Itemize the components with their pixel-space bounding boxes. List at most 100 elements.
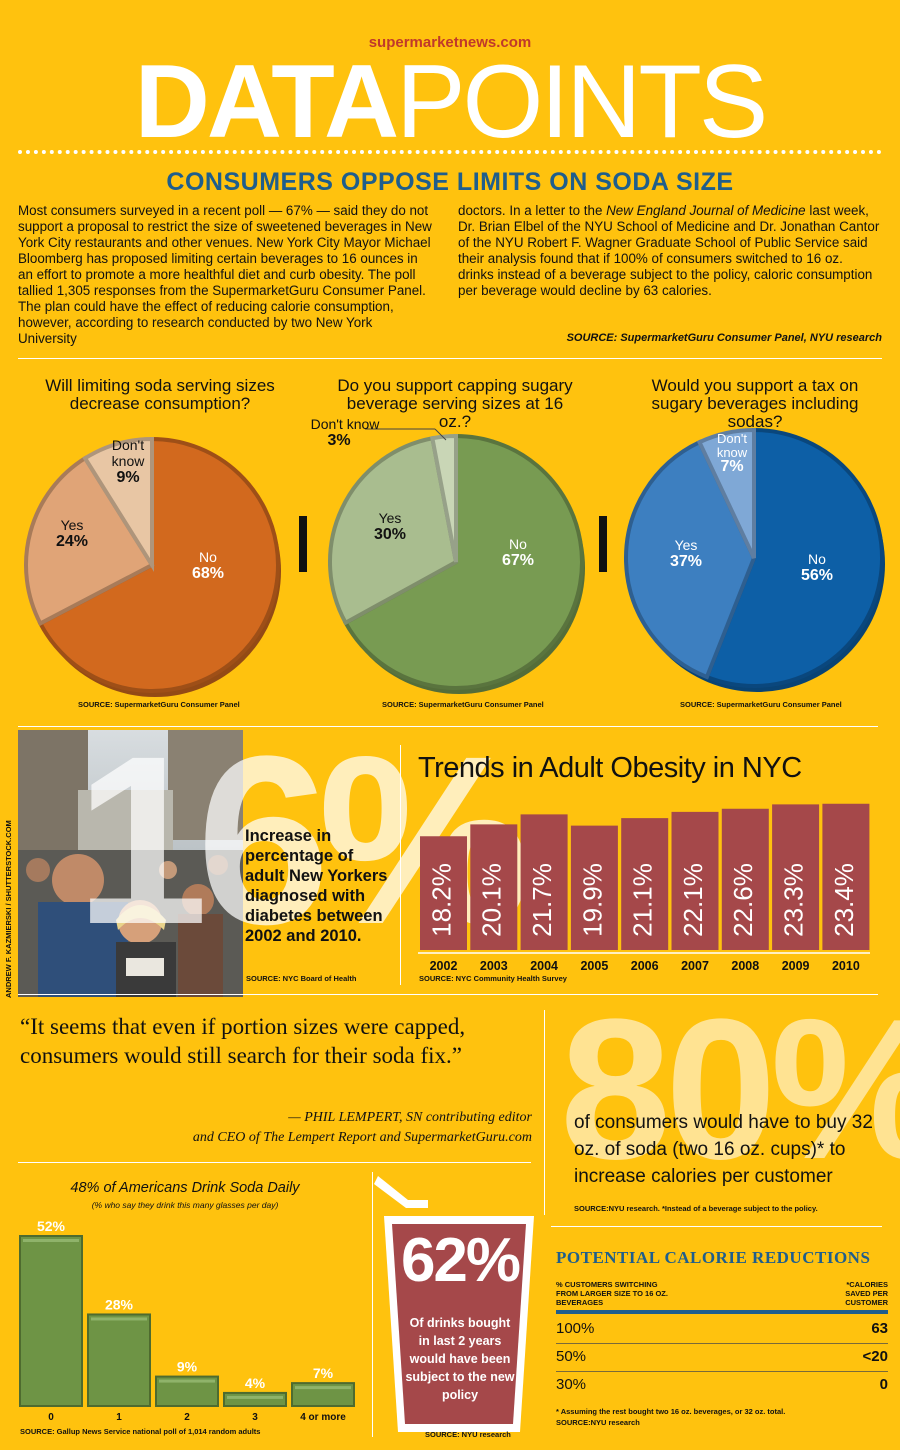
pie2-source: SOURCE: SupermarketGuru Consumer Panel [382, 700, 544, 709]
obesity-year-label: 2008 [731, 959, 759, 973]
vertical-divider [372, 1172, 373, 1437]
pie1-source: SOURCE: SupermarketGuru Consumer Panel [78, 700, 240, 709]
divider [18, 726, 878, 727]
soda-bar-highlight [227, 1395, 283, 1399]
obesity-bar-label: 22.1% [678, 863, 708, 937]
soda-cup-graphic [374, 1176, 534, 1432]
stat-80-source: SOURCE:NYU research. *Instead of a bever… [574, 1204, 818, 1213]
soda-bar-label: 4% [245, 1375, 266, 1391]
obesity-year-label: 2003 [480, 959, 508, 973]
obesity-bar-label: 23.3% [778, 863, 808, 937]
soda-bar-label: 52% [37, 1218, 66, 1234]
vertical-divider [544, 1010, 545, 1215]
obesity-bar-label: 18.2% [426, 863, 456, 937]
table-rule [556, 1310, 888, 1314]
soda-category-label: 2 [184, 1412, 190, 1423]
obesity-bar [420, 836, 467, 950]
stat-62-caption: Of drinks bought in last 2 years would h… [405, 1316, 515, 1402]
pie-chart-2 [328, 433, 585, 694]
vertical-divider [400, 745, 401, 985]
obesity-bar [621, 818, 669, 950]
crowd-photo [18, 730, 243, 997]
soda-bar [87, 1313, 151, 1407]
soda-chart-title: 48% of Americans Drink Soda Daily [70, 1180, 300, 1196]
pie1-dontknow-label: Don't know 9% [111, 437, 145, 486]
pie2-yes-label: Yes 30% [373, 510, 407, 543]
stat-16-caption: Increase in percentage of adult New York… [245, 827, 388, 945]
calorie-table-col1-header: % CUSTOMERS SWITCHING FROM LARGER SIZE T… [556, 1280, 668, 1307]
separator-bar [599, 516, 607, 572]
soda-bar-highlight [159, 1379, 215, 1383]
pie-slice-don-t-know [82, 436, 154, 572]
pie-chart-3 [624, 427, 885, 692]
stat-80-caption: of consumers would have to buy 32 oz. of… [574, 1112, 873, 1187]
soda-chart-subtitle: (% who say they drink this many glasses … [91, 1200, 279, 1210]
table-divider [556, 1371, 888, 1372]
obesity-bar-label: 23.4% [829, 863, 859, 937]
table-row: 50% <20 [556, 1348, 888, 1365]
obesity-bar-label: 21.1% [628, 863, 658, 937]
calorie-table-col2-header: *CALORIES SAVED PER CUSTOMER [845, 1280, 888, 1307]
obesity-bar-label: 22.6% [728, 863, 758, 937]
soda-bar [19, 1235, 83, 1407]
soda-bar [223, 1391, 287, 1408]
pie-slice-no [37, 436, 280, 693]
obesity-year-label: 2004 [530, 959, 558, 973]
calorie-table-source: SOURCE:NYU research [556, 1418, 640, 1427]
obesity-year-label: 2010 [832, 959, 860, 973]
obesity-bar [822, 803, 870, 950]
pie-slice-don-t-know [696, 427, 756, 559]
soda-bar-highlight [91, 1317, 147, 1321]
pie2-title: Do you support capping sugary beverage s… [337, 376, 573, 431]
obesity-bar [520, 814, 568, 950]
divider [551, 1226, 882, 1227]
obesity-bar-label: 20.1% [477, 863, 507, 937]
pie-charts [24, 427, 885, 697]
obesity-bar-label: 19.9% [577, 863, 607, 937]
dotted-divider [18, 150, 882, 154]
pie-slice-no [342, 433, 584, 690]
obesity-bar [671, 811, 719, 950]
pie-slice-yes [624, 439, 757, 680]
soda-bar-label: 28% [105, 1296, 134, 1312]
soda-bar-chart: 52% 0 28% 1 9% 2 4% 3 7% 4 or more [19, 1218, 355, 1423]
separator-bar [299, 516, 307, 572]
obesity-bar [470, 824, 518, 950]
photo-credit: ANDREW F. KAZMIERSKI / SHUTTERSTOCK.COM [4, 820, 13, 998]
straw [374, 1176, 428, 1208]
pie-chart-1 [24, 436, 281, 697]
obesity-year-label: 2009 [782, 959, 810, 973]
obesity-year-label: 2005 [580, 959, 608, 973]
pie-slice-no [704, 427, 884, 688]
obesity-bar-label: 21.7% [527, 863, 557, 937]
table-row: 30% 0 [556, 1376, 888, 1393]
pie-slice-yes [24, 455, 155, 627]
stat-80-number: 80% [560, 978, 900, 1201]
calorie-table-title: POTENTIAL CALORIE REDUCTIONS [556, 1248, 871, 1267]
obesity-source: SOURCE: NYC Community Health Survey [419, 974, 567, 983]
obesity-bar [721, 808, 769, 950]
soda-bar-label: 9% [177, 1359, 198, 1375]
pull-quote: “It seems that even if portion sizes wer… [20, 1014, 466, 1068]
article-headline: CONSUMERS OPPOSE LIMITS ON SODA SIZE [166, 168, 734, 196]
pie1-yes-label: Yes 24% [55, 517, 89, 550]
table-divider [556, 1343, 888, 1344]
obesity-bar [772, 804, 820, 950]
pie3-title: Would you support a tax on sugary bevera… [651, 376, 859, 431]
pie1-no-label: No 68% [191, 549, 225, 582]
pie3-yes-label: Yes 37% [669, 537, 703, 570]
pie2-no-label: No 67% [501, 536, 535, 569]
divider [18, 1162, 531, 1163]
article-column-1: Most consumers surveyed in a recent poll… [18, 203, 432, 346]
dont-know-leader-line-2 [434, 428, 447, 441]
cup-inner [392, 1224, 526, 1424]
obesity-year-label: 2002 [430, 959, 458, 973]
stat-62-number: 62% [400, 1226, 521, 1295]
soda-source: SOURCE: Gallup News Service national pol… [20, 1427, 261, 1436]
soda-category-label: 1 [116, 1412, 122, 1423]
quote-attribution: — PHIL LEMPERT, SN contributing editor an… [192, 1110, 532, 1145]
pie3-dontknow-label: Don't know 7% [716, 431, 748, 475]
page-title: DATAPOINTS [134, 44, 769, 160]
stat-62-source: SOURCE: NYU research [425, 1430, 511, 1439]
crowd-photo-illustration [18, 730, 243, 997]
